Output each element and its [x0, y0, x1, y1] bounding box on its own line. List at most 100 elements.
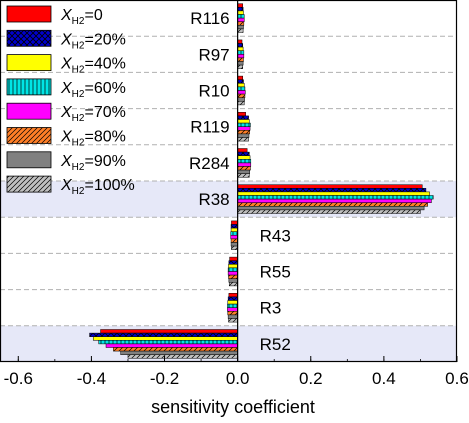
bar-r10-80 — [237, 93, 246, 98]
bar-r97-90 — [237, 61, 244, 66]
bar-r38-80 — [237, 202, 429, 207]
bar-r10-60 — [237, 86, 246, 91]
bar-r3-40 — [227, 300, 238, 305]
bar-r10-100 — [237, 101, 245, 106]
bar-r97-100 — [237, 64, 244, 69]
bar-r38-100 — [237, 209, 421, 214]
gridlines — [0, 35, 457, 327]
bar-r119-90 — [237, 133, 250, 138]
legend-item: XH2=60% — [6, 78, 126, 100]
reaction-label-r116: R116 — [190, 9, 229, 28]
bar-r38-0 — [237, 184, 423, 189]
bar-r284-40 — [237, 155, 251, 160]
bar-r3-90 — [227, 314, 238, 319]
bar-r97-80 — [237, 57, 244, 62]
bar-r52-20 — [89, 332, 238, 337]
bar-r43-90 — [230, 242, 238, 247]
legend-item: XH2=70% — [6, 102, 126, 124]
legend-label: XH2=20% — [60, 31, 126, 51]
bar-r97-20 — [237, 43, 244, 48]
reaction-label-r284: R284 — [189, 154, 230, 173]
x-axis-title: sensitivity coefficient — [151, 397, 315, 417]
bar-r284-20 — [237, 151, 250, 156]
legend-swatch — [6, 29, 52, 47]
legend-label: XH2=60% — [60, 80, 126, 100]
reaction-label-r119: R119 — [190, 118, 229, 137]
bar-r119-40 — [237, 119, 250, 124]
bar-r38-90 — [237, 206, 425, 211]
bar-r55-40 — [228, 264, 238, 269]
legend-item: XH2=90% — [6, 151, 126, 173]
bar-r3-0 — [228, 293, 238, 298]
bar-r284-0 — [237, 148, 248, 153]
bar-r116-0 — [237, 3, 244, 8]
legend-swatch — [6, 151, 52, 169]
bar-r284-60 — [237, 159, 252, 164]
bar-r38-40 — [237, 191, 430, 196]
bar-r52-70 — [105, 343, 238, 348]
legend-item: XH2=0 — [6, 5, 103, 27]
bar-r119-0 — [237, 112, 246, 117]
bars — [89, 3, 434, 359]
x-tick-label: -0.6 — [4, 369, 33, 388]
legend-swatch — [6, 5, 52, 23]
bar-r97-70 — [237, 54, 245, 59]
reaction-label-r38: R38 — [198, 190, 229, 209]
bar-r52-40 — [92, 336, 238, 341]
bar-r55-20 — [228, 260, 238, 265]
x-tick-label: -0.4 — [77, 369, 106, 388]
bar-r52-0 — [100, 329, 238, 334]
bar-r10-0 — [237, 75, 244, 80]
bar-r119-100 — [237, 137, 249, 142]
category-labels: R116 R97 R10 R119 R284 R38 R43 R55 R3 R52 — [189, 9, 291, 354]
legend-swatch — [6, 175, 52, 193]
legend-label: XH2=40% — [60, 56, 126, 76]
bar-r3-60 — [227, 303, 238, 308]
x-tick-label: 0.6 — [445, 369, 469, 388]
bar-r38-60 — [237, 195, 434, 200]
legend-swatch — [6, 127, 52, 144]
bar-r119-60 — [237, 122, 251, 127]
bar-r55-60 — [227, 267, 238, 272]
bar-r116-90 — [237, 25, 244, 30]
plot-frame — [0, 0, 458, 363]
legend-item: XH2=100% — [6, 175, 135, 197]
x-tick-label: 0.0 — [226, 369, 250, 388]
bar-r43-0 — [231, 220, 238, 225]
legend-label: XH2=90% — [60, 153, 126, 173]
bar-r3-20 — [227, 296, 238, 301]
bar-r284-100 — [237, 173, 250, 178]
bar-r52-90 — [120, 350, 238, 355]
bar-r55-90 — [228, 278, 238, 283]
reaction-label-r55: R55 — [260, 263, 291, 282]
legend: XH2=0 XH2=20% XH2=40% XH2=60% XH2=70% XH2=80%… — [6, 5, 135, 197]
bar-r116-60 — [237, 14, 245, 19]
x-tick-label: 0.4 — [372, 369, 396, 388]
bar-r119-70 — [237, 126, 251, 131]
legend-label: XH2=70% — [60, 104, 126, 124]
bar-r55-70 — [227, 271, 238, 276]
bar-r10-40 — [237, 83, 245, 88]
bar-r119-80 — [237, 130, 250, 135]
bar-r38-20 — [237, 188, 427, 193]
bar-r3-70 — [227, 307, 238, 312]
bar-r116-80 — [237, 21, 245, 26]
bar-r52-100 — [127, 354, 238, 359]
bar-r43-60 — [230, 231, 238, 236]
bar-r284-90 — [237, 169, 250, 174]
bar-r116-40 — [237, 10, 244, 15]
bar-r97-0 — [237, 39, 243, 44]
legend-label: XH2=80% — [60, 129, 126, 149]
bar-r55-80 — [228, 274, 238, 279]
legend-label: XH2=100% — [60, 177, 135, 197]
bar-r3-100 — [228, 318, 238, 323]
reaction-label-r52: R52 — [260, 335, 291, 354]
bar-r116-20 — [237, 7, 244, 12]
bar-r119-20 — [237, 115, 249, 120]
bar-r97-40 — [237, 46, 244, 51]
bar-r52-80 — [113, 347, 238, 352]
axes: -0.6 -0.4 -0.2 0.0 0.2 0.4 0.6 — [0, 0, 469, 388]
legend-swatch — [6, 78, 52, 96]
